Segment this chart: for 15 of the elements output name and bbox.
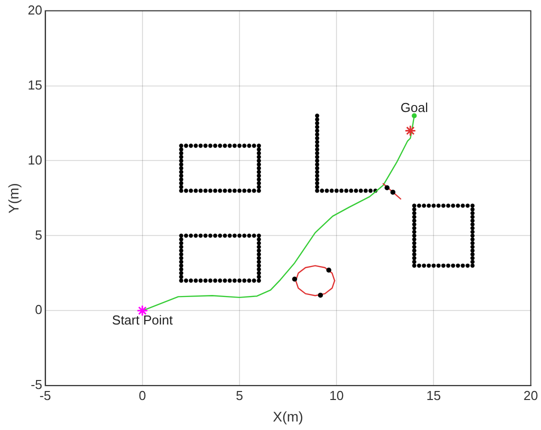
y-tick-label: -5 <box>30 377 42 392</box>
x-tick-label: 20 <box>524 388 538 403</box>
x-axis-title: X(m) <box>272 408 304 424</box>
x-tick-label: 10 <box>329 388 344 403</box>
y-tick-label: 15 <box>28 77 42 92</box>
x-tick-label: 0 <box>138 388 146 403</box>
annotation: Goal <box>400 100 428 115</box>
y-tick-label: 10 <box>28 152 42 168</box>
x-tick-label: 5 <box>236 388 244 403</box>
y-tick-label: 0 <box>35 302 42 318</box>
y-axis-title: Y(m) <box>5 183 22 214</box>
y-tick-label: 20 <box>28 2 42 18</box>
annotation: Start Point <box>112 312 174 328</box>
y-tick-label: 5 <box>35 227 42 242</box>
x-tick-label: 15 <box>426 388 441 403</box>
